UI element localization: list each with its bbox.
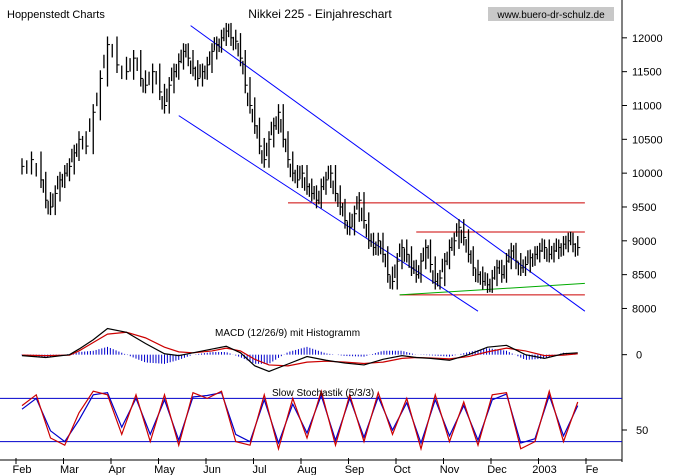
watermark-bg bbox=[488, 7, 614, 21]
stochastic-panel bbox=[0, 388, 622, 452]
y-tick-label: 8000 bbox=[632, 303, 656, 315]
macd-line bbox=[21, 327, 578, 373]
chart-frame bbox=[0, 0, 623, 462]
stoch-label: Slow Stochastik (5/3/3) bbox=[272, 388, 374, 399]
x-tick-label: Mar bbox=[60, 464, 79, 475]
price-panel bbox=[21, 22, 586, 312]
x-tick-label: Fe bbox=[586, 464, 599, 475]
y-tick-label: 12000 bbox=[632, 33, 663, 45]
chart-title: Nikkei 225 - Einjahreschart bbox=[248, 7, 392, 21]
axes: Feb Mar Apr May Jun Jul Aug Sep Oct Nov Dec 2003 Fe 8… bbox=[13, 33, 663, 475]
y-tick-label: 11500 bbox=[632, 67, 662, 79]
x-tick-label: Jul bbox=[252, 464, 266, 475]
y-tick-label: 10000 bbox=[632, 168, 663, 180]
watermark: www.buero-dr-schulz.de bbox=[496, 10, 605, 21]
stoch-k-line bbox=[21, 388, 579, 452]
y-tick-label: 10500 bbox=[632, 134, 663, 146]
macd-panel bbox=[21, 327, 578, 373]
trend-channel-upper bbox=[190, 25, 586, 312]
y-tick-label: 9500 bbox=[632, 202, 656, 214]
y-tick-label: 11000 bbox=[632, 100, 662, 112]
x-tick-label: 2003 bbox=[532, 464, 556, 475]
stoch-y-tick-label: 50 bbox=[636, 425, 648, 437]
x-tick-label: Sep bbox=[345, 464, 365, 475]
x-tick-label: Feb bbox=[13, 464, 32, 475]
x-tick-label: Aug bbox=[297, 464, 317, 475]
macd-label: MACD (12/26/9) mit Histogramm bbox=[215, 328, 360, 339]
source-label: Hoppenstedt Charts bbox=[7, 9, 105, 21]
x-tick-label: Dec bbox=[487, 464, 507, 475]
y-tick-label: 8500 bbox=[632, 270, 656, 282]
macd-signal-line bbox=[21, 331, 578, 367]
x-tick-label: Apr bbox=[108, 464, 125, 475]
x-tick-label: May bbox=[154, 464, 175, 475]
y-tick-label: 9000 bbox=[632, 236, 656, 248]
trend-channel-lower bbox=[178, 115, 479, 312]
x-tick-label: Oct bbox=[393, 464, 410, 475]
x-tick-label: Jun bbox=[203, 464, 221, 475]
x-tick-label: Nov bbox=[440, 464, 460, 475]
macd-y-tick-label: 0 bbox=[636, 350, 642, 362]
